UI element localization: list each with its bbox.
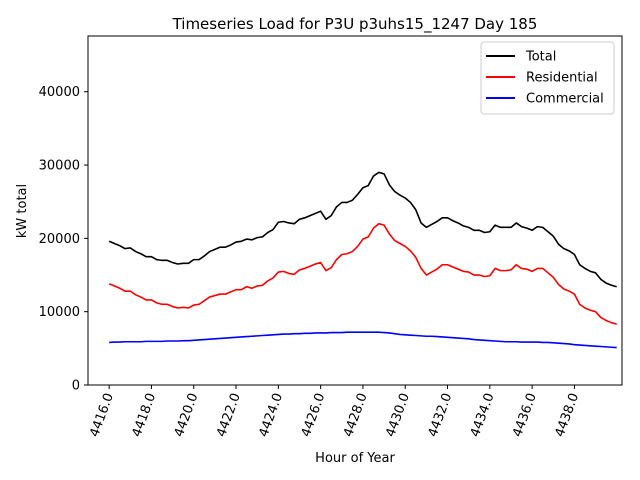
plot-frame (87, 35, 623, 386)
x-axis: 4416.0 4418.0 4420.0 4422.0 4424.0 4426.0 4428… (87, 385, 582, 439)
x-tick-label: 4424.0 (256, 391, 286, 439)
legend-label-residential: Residential (526, 71, 598, 86)
y-axis: 0 10000 20000 30000 40000 (39, 85, 88, 394)
y-tick-label: 0 (72, 379, 80, 394)
x-tick-label: 4438.0 (553, 391, 583, 439)
chart-title: Timeseries Load for P3U p3uhs15_1247 Day… (172, 15, 538, 34)
series-line-residential (108, 222, 617, 325)
y-tick-label: 10000 (39, 305, 80, 320)
x-tick-label: 4420.0 (172, 391, 202, 439)
x-tick-label: 4430.0 (383, 391, 413, 439)
legend-box (480, 41, 615, 115)
series-line-commercial (109, 331, 617, 349)
x-tick-label: 4432.0 (426, 391, 456, 439)
y-tick-label: 40000 (39, 85, 80, 100)
legend-label-commercial: Commercial (526, 92, 604, 107)
y-axis-label: kW total (15, 184, 30, 238)
x-tick-label: 4436.0 (510, 391, 540, 439)
x-axis-label: Hour of Year (315, 451, 395, 466)
x-tick-label: 4418.0 (130, 391, 160, 439)
y-tick-label: 20000 (39, 232, 80, 247)
x-tick-label: 4422.0 (214, 391, 244, 439)
series-line-total (108, 171, 617, 288)
legend-label-total: Total (525, 50, 556, 65)
series-layer (108, 171, 617, 349)
x-tick-label: 4416.0 (87, 391, 117, 439)
x-tick-label: 4426.0 (299, 391, 329, 439)
y-tick-label: 30000 (39, 159, 80, 174)
legend: Total Residential Commercial (480, 41, 615, 115)
x-tick-label: 4434.0 (468, 391, 498, 439)
x-tick-label: 4428.0 (341, 391, 371, 439)
